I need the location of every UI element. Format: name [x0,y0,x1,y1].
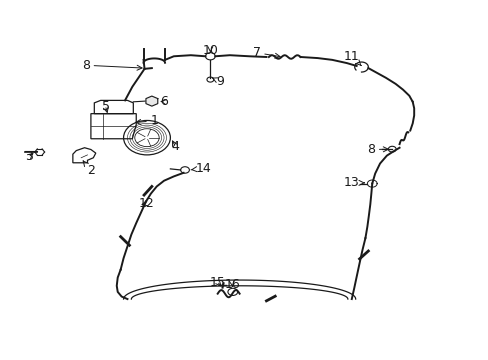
Text: 3: 3 [25,150,33,163]
Text: 2: 2 [83,161,95,177]
Text: 14: 14 [191,162,210,175]
Text: 5: 5 [102,100,109,113]
Text: 1: 1 [136,114,158,127]
Text: 16: 16 [224,278,240,291]
Text: 8: 8 [82,59,142,72]
Text: 8: 8 [366,143,387,156]
Text: 11: 11 [343,50,361,66]
Text: 10: 10 [202,44,218,57]
Text: 13: 13 [343,176,364,189]
Text: 7: 7 [252,46,280,59]
Text: 6: 6 [160,95,168,108]
Text: 12: 12 [139,197,155,210]
Text: 4: 4 [171,140,179,153]
Polygon shape [145,96,158,106]
Text: 15: 15 [209,276,225,289]
Text: 9: 9 [212,75,224,88]
